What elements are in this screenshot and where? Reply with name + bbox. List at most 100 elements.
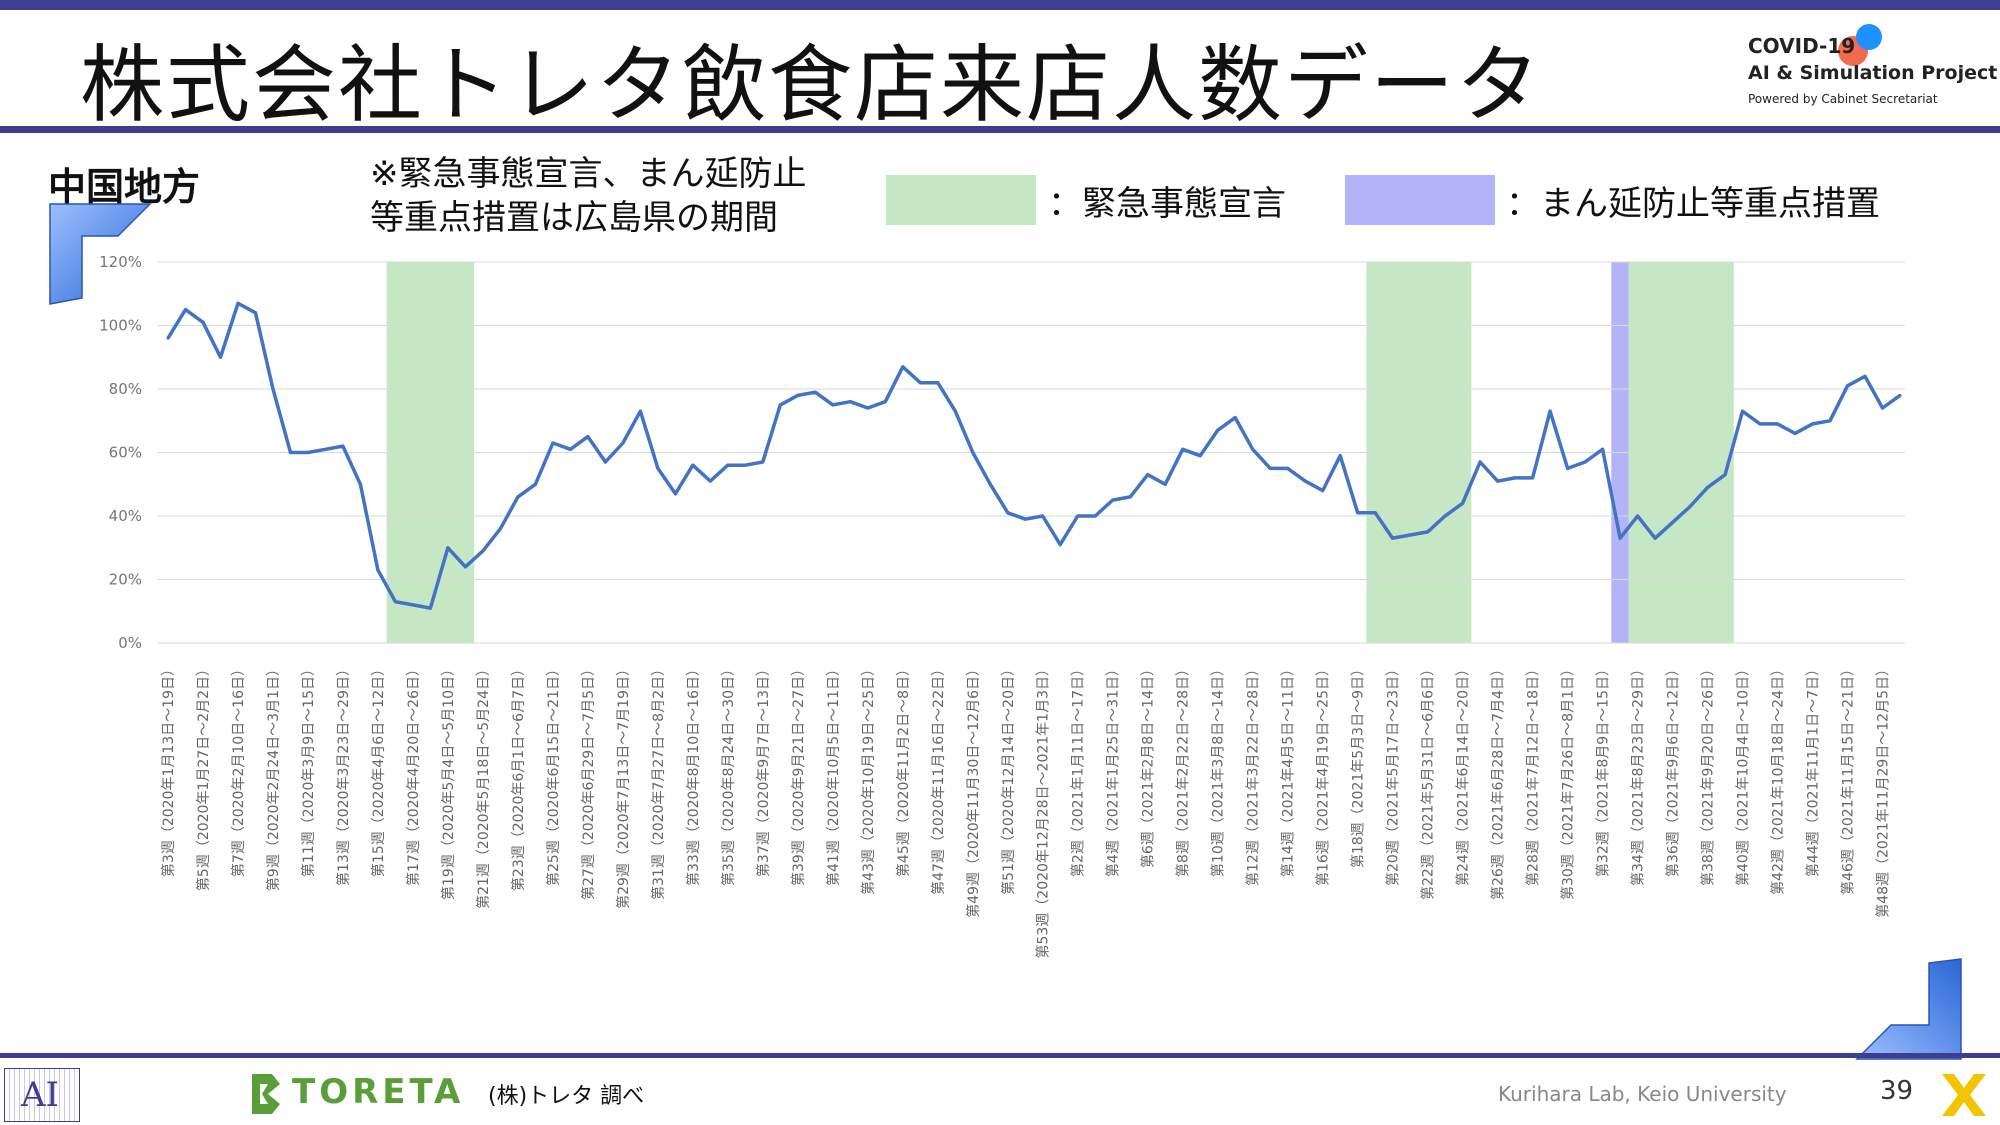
x-tick-label: 第36週（2021年9月6日～12日） xyxy=(1665,662,1682,877)
y-tick-label: 20% xyxy=(109,571,142,589)
x-tick-label: 第17週（2020年4月20日～26日） xyxy=(405,662,422,886)
x-tick-label: 第45週（2020年11月2日～8日） xyxy=(895,662,912,877)
data-point xyxy=(691,463,695,467)
x-tick-label: 第47週（2020年11月16日～22日） xyxy=(930,662,947,895)
data-point xyxy=(1443,514,1447,518)
y-tick-label: 120% xyxy=(99,253,142,271)
data-point xyxy=(901,365,905,369)
x-tick-label: 第32週（2021年8月9日～15日） xyxy=(1595,662,1612,877)
data-point xyxy=(1093,514,1097,518)
data-point xyxy=(1181,447,1185,451)
x-tick-label: 第8週（2021年2月22日～28日） xyxy=(1175,662,1192,877)
data-point xyxy=(813,390,817,394)
data-point xyxy=(778,403,782,407)
x-axis-ticks: 第3週（2020年1月13日～19日） 第5週（2020年1月27日～2月2日） 第… xyxy=(160,662,1892,959)
x-tick-label: 第24週（2021年6月14日～20日） xyxy=(1455,662,1472,886)
data-point xyxy=(1338,454,1342,458)
x-tick-label: 第26週（2021年6月28日～7月4日） xyxy=(1490,662,1507,900)
data-point xyxy=(1321,489,1325,493)
legend-emergency-label: ：緊急事態宣言 xyxy=(1048,184,1286,224)
series-points xyxy=(166,301,1902,610)
x-tick-label: 第31週（2020年7月27日～8月2日） xyxy=(650,662,667,900)
data-point xyxy=(918,381,922,385)
data-point xyxy=(866,406,870,410)
y-axis-ticks: 0% 20% 40% 60% 80% 100% 120% xyxy=(99,253,142,652)
x-tick-label: 第19週（2020年5月4日～5月10日） xyxy=(440,662,457,900)
data-point xyxy=(831,403,835,407)
data-point xyxy=(376,568,380,572)
data-point xyxy=(1198,454,1202,458)
data-point xyxy=(1268,466,1272,470)
data-point xyxy=(288,451,292,454)
data-point xyxy=(551,441,555,445)
x-tick-label: 第34週（2021年8月23日～29日） xyxy=(1630,662,1647,886)
data-point xyxy=(673,492,677,496)
region-label: 中国地方 xyxy=(48,165,201,209)
data-point xyxy=(1111,498,1115,502)
series-line xyxy=(166,301,1902,610)
top-accent-bar xyxy=(0,0,2000,10)
data-point xyxy=(848,400,852,404)
x-tick-label: 第9週（2020年2月24日～3月1日） xyxy=(265,662,282,891)
y-tick-label: 100% xyxy=(99,317,142,335)
data-point xyxy=(936,381,940,385)
data-point xyxy=(1671,520,1675,524)
data-point xyxy=(1058,543,1062,547)
legend-prevention-label: ：まん延防止等重点措置 xyxy=(1506,184,1880,224)
data-point xyxy=(971,451,975,454)
x-tick-label: 第21週（2020年5月18日～5月24日） xyxy=(475,662,492,909)
x-tick-label: 第3週（2020年1月13日～19日） xyxy=(160,662,177,877)
y-tick-label: 80% xyxy=(109,380,142,398)
data-point xyxy=(498,527,502,531)
data-point xyxy=(1373,511,1377,515)
data-point xyxy=(446,546,450,550)
corner-decoration-bottom-right-icon xyxy=(1855,958,1962,1060)
data-point xyxy=(1793,431,1797,435)
x-tick-label: 第20週（2021年5月17日～23日） xyxy=(1385,662,1402,886)
x-tick-label: 第11週（2020年3月9日～15日） xyxy=(300,662,317,877)
data-point xyxy=(411,603,415,607)
data-point xyxy=(201,320,205,324)
x-tick-label: 第14週（2021年4月5日～11日） xyxy=(1280,662,1297,877)
data-point xyxy=(1758,422,1762,426)
data-point xyxy=(358,482,362,486)
data-point xyxy=(621,441,625,445)
data-point xyxy=(1146,473,1150,477)
data-point xyxy=(1618,536,1622,540)
x-tick-label: 第46週（2021年11月15日～21日） xyxy=(1840,662,1857,895)
data-point xyxy=(1408,533,1412,537)
data-point xyxy=(1513,476,1517,480)
data-point xyxy=(1566,466,1570,470)
data-point xyxy=(1478,460,1482,464)
data-point xyxy=(1846,384,1850,388)
data-point xyxy=(236,301,240,305)
data-point xyxy=(1233,416,1237,420)
data-point xyxy=(1076,514,1080,518)
period-note-line2: 等重点措置は広島県の期間 xyxy=(370,198,778,238)
data-point xyxy=(1251,447,1255,451)
data-point xyxy=(393,600,397,604)
x-tick-label: 第41週（2020年10月5日～11日） xyxy=(825,662,842,886)
x-tick-label: 第25週（2020年6月15日～21日） xyxy=(545,662,562,886)
x-tick-label: 第29週（2020年7月13日～7月19日） xyxy=(615,662,632,909)
data-point xyxy=(988,482,992,486)
x-tick-label: 第16週（2021年4月19日～25日） xyxy=(1315,662,1332,886)
data-point xyxy=(1741,409,1745,413)
data-point xyxy=(1688,504,1692,508)
page-title: 株式会社トレタ飲食店来店人数データ xyxy=(80,36,1543,134)
x-tick-label: 第15週（2020年4月6日～12日） xyxy=(370,662,387,877)
toreta-logo-text: TORETA xyxy=(292,1072,465,1112)
data-point xyxy=(516,495,520,499)
x-tick-label: 第2週（2021年1月11日～17日） xyxy=(1070,662,1087,877)
data-point xyxy=(463,565,467,569)
x-tick-label: 第37週（2020年9月7日～13日） xyxy=(755,662,772,877)
x-tick-label: 第4週（2021年1月25日～31日） xyxy=(1105,662,1122,877)
data-point xyxy=(743,463,747,467)
covid-project-logo: COVID-19 AI & Simulation Project Powered… xyxy=(1748,34,1997,114)
covid-logo-line3: Powered by Cabinet Secretariat xyxy=(1748,92,1938,106)
data-point xyxy=(1496,479,1500,483)
covid-logo-blue-dot xyxy=(1856,24,1882,50)
x-tick-label: 第23週（2020年6月1日～6月7日） xyxy=(510,662,527,891)
data-point xyxy=(183,308,187,312)
data-point xyxy=(603,460,607,464)
